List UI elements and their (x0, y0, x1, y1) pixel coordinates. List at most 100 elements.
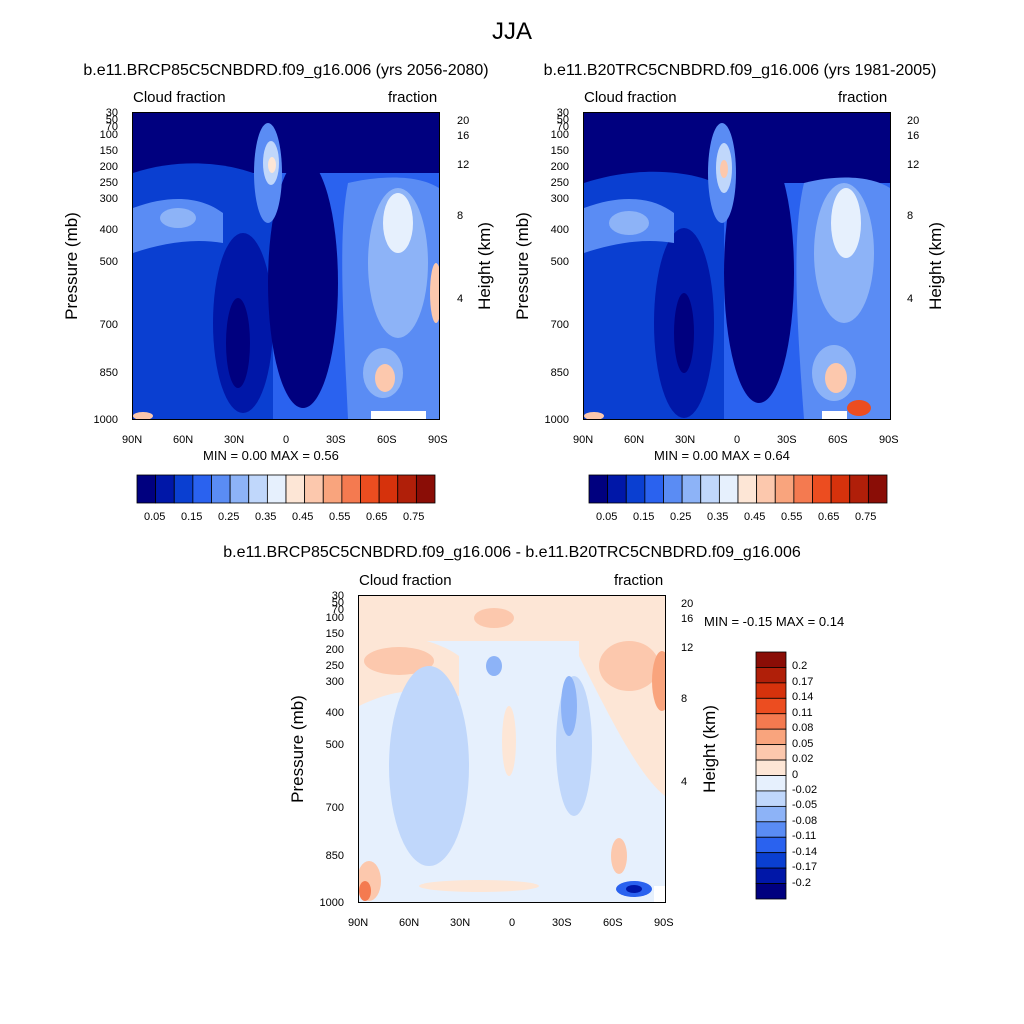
colorbar-swatch (867, 474, 888, 504)
colorbar-swatch (588, 474, 609, 504)
p2-ylabel: Pressure (mb) (513, 212, 532, 320)
colorbar-swatch (755, 651, 787, 668)
colorbar-swatch (607, 474, 627, 504)
panel-3-plot (358, 595, 666, 903)
p3-ytick-850: 850 (325, 850, 344, 862)
p2-ytick-100: 100 (550, 129, 569, 141)
p3-ytick-100: 100 (325, 612, 344, 624)
p3-xtick-0: 0 (509, 917, 516, 929)
colorbar-swatch (644, 474, 664, 504)
p3-cb-label: -0.11 (792, 830, 817, 843)
p2-colorbar (588, 474, 888, 504)
p1-cb-label-7: 0.75 (403, 511, 425, 523)
p1-colorbar (136, 474, 436, 504)
p2-ytick-70: 70 (556, 121, 569, 133)
p1-htick-12: 12 (457, 159, 470, 171)
p3-cb-label: 0.11 (792, 706, 813, 719)
panel-1-title: b.e11.BRCP85C5CNBDRD.f09_g16.006 (yrs 20… (83, 62, 489, 79)
colorbar-swatch (755, 867, 787, 884)
p3-cb-label: 0.17 (792, 675, 814, 688)
panel-2-title: b.e11.B20TRC5CNBDRD.f09_g16.006 (yrs 198… (543, 62, 937, 79)
panel-2-right-label: fraction (838, 89, 888, 106)
colorbar-swatch (322, 474, 343, 504)
colorbar-swatch (849, 474, 869, 504)
p3-ytick-300: 300 (325, 676, 344, 688)
colorbar-swatch (755, 790, 787, 807)
colorbar-swatch (755, 697, 787, 715)
p3-cb-label: 0.08 (792, 722, 814, 735)
p3-xtick-90S: 90S (654, 917, 674, 929)
p1-ytick-50: 50 (105, 114, 118, 126)
colorbar-swatch (229, 474, 250, 504)
colorbar-swatch (378, 474, 399, 504)
p2-ytick-200: 200 (550, 161, 569, 173)
p2-htick-8: 8 (907, 210, 914, 222)
panel-1-left-label: Cloud fraction (133, 89, 226, 106)
colorbar-swatch (755, 728, 787, 746)
p1-cb-label-1: 0.15 (181, 511, 203, 523)
p2-cb-label-4: 0.45 (744, 511, 766, 523)
p2-ytick-850: 850 (550, 367, 569, 379)
p2-minmax: MIN = 0.00 MAX = 0.64 (654, 448, 790, 463)
p3-ytick-400: 400 (325, 707, 344, 719)
p3-cb-label: -0.05 (792, 799, 818, 812)
p1-ytick-300: 300 (99, 193, 118, 205)
colorbar-swatch (737, 474, 758, 504)
p2-ytick-300: 300 (550, 193, 569, 205)
colorbar-swatch (360, 474, 380, 504)
p3-htick-8: 8 (681, 693, 688, 705)
p1-xtick-90S: 90S (428, 434, 448, 446)
p1-xtick-90N: 90N (122, 434, 143, 446)
p2-cb-label-6: 0.65 (818, 511, 840, 523)
colorbar-swatch (397, 474, 417, 504)
p3-htick-16: 16 (681, 613, 694, 625)
p2-xtick-60S: 60S (828, 434, 848, 446)
colorbar-swatch (211, 474, 231, 504)
p2-cb-label-3: 0.35 (707, 511, 729, 523)
p3-xtick-30S: 30S (552, 917, 572, 929)
p3-xtick-30N: 30N (450, 917, 471, 929)
colorbar-swatch (341, 474, 361, 504)
p2-ylabel-right: Height (km) (926, 222, 945, 310)
p1-ylabel: Pressure (mb) (62, 212, 81, 320)
panel-2-left-label: Cloud fraction (584, 89, 677, 106)
p2-ytick-250: 250 (550, 177, 569, 189)
panel-3-title: b.e11.BRCP85C5CNBDRD.f09_g16.006 - b.e11… (223, 544, 801, 561)
p1-xtick-30S: 30S (326, 434, 346, 446)
p1-ylabel-right: Height (km) (475, 222, 494, 310)
p2-ytick-500: 500 (550, 256, 569, 268)
p3-ytick-150: 150 (325, 628, 344, 640)
panel-2-plot (583, 112, 891, 420)
p2-ytick-50: 50 (556, 114, 569, 126)
p3-cb-label: 0.05 (792, 737, 814, 750)
p3-ytick-30: 30 (331, 590, 344, 602)
panel-3-left-label: Cloud fraction (359, 572, 452, 589)
p3-cb-label: 0 (792, 768, 799, 781)
colorbar-swatch (755, 883, 787, 900)
p1-ytick-1000: 1000 (93, 414, 118, 426)
p1-xtick-60S: 60S (377, 434, 397, 446)
p3-minmax: MIN = -0.15 MAX = 0.14 (704, 614, 845, 629)
p2-cb-label-0: 0.05 (596, 511, 618, 523)
colorbar-swatch (718, 474, 739, 504)
p3-cb-label: 0.14 (792, 691, 814, 704)
colorbar-swatch (266, 474, 287, 504)
p3-ylabel: Pressure (mb) (288, 695, 307, 803)
p3-cb-label: -0.08 (792, 814, 818, 827)
colorbar-swatch (755, 759, 787, 776)
p1-cb-label-4: 0.45 (292, 511, 314, 523)
p2-cb-label-7: 0.75 (855, 511, 877, 523)
colorbar-swatch (755, 713, 787, 730)
colorbar-swatch (625, 474, 646, 504)
p2-ytick-30: 30 (556, 107, 569, 119)
colorbar-swatch (304, 474, 324, 504)
colorbar-swatch (755, 667, 787, 684)
p1-ytick-70: 70 (105, 121, 118, 133)
p1-cb-label-6: 0.65 (366, 511, 388, 523)
p2-htick-20: 20 (907, 115, 920, 127)
p1-ytick-200: 200 (99, 161, 118, 173)
panel-3-right-label: fraction (614, 572, 664, 589)
p2-ytick-400: 400 (550, 224, 569, 236)
p1-htick-20: 20 (457, 115, 470, 127)
colorbar-swatch (415, 474, 436, 504)
